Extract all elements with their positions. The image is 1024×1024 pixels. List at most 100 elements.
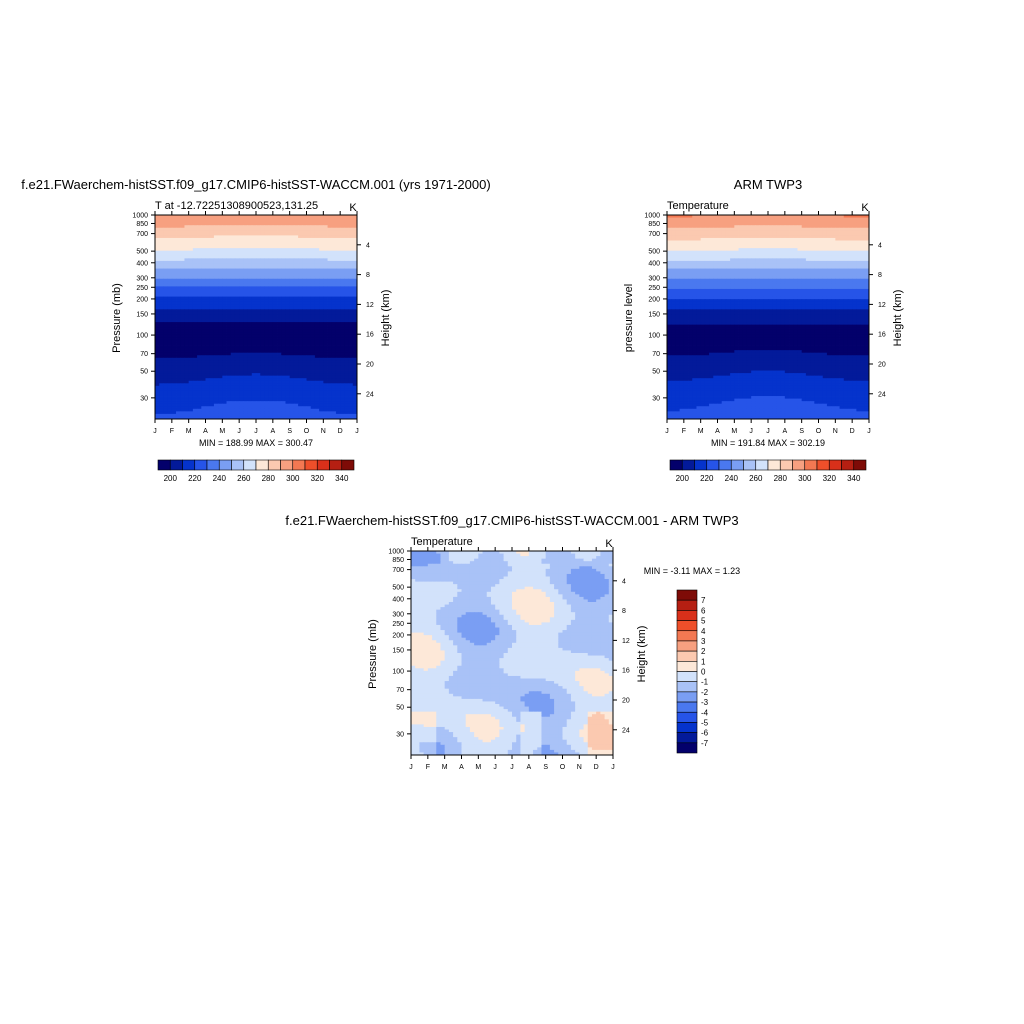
contour-cell — [251, 355, 257, 359]
contour-cell — [289, 390, 295, 394]
contour-cell — [234, 390, 240, 394]
contour-cell — [247, 416, 253, 420]
contour-cell — [285, 245, 291, 249]
contour-cell — [180, 278, 185, 282]
contour-cell — [188, 360, 194, 364]
contour-cell — [264, 378, 270, 382]
contour-cell — [289, 383, 295, 387]
contour-cell — [260, 357, 265, 361]
contour-cell — [293, 217, 299, 221]
contour-cell — [826, 255, 832, 259]
contour-cell — [352, 360, 358, 364]
contour-cell — [768, 237, 773, 241]
contour-cell — [776, 230, 782, 234]
contour-cell — [272, 220, 278, 224]
contour-cell — [277, 373, 282, 377]
contour-cell — [289, 324, 295, 328]
contour-cell — [268, 398, 274, 402]
contour-cell — [805, 243, 811, 246]
contour-cell — [285, 278, 291, 282]
contour-cell — [205, 357, 211, 361]
contour-cell — [218, 337, 223, 341]
contour-cell — [730, 268, 735, 272]
contour-cell — [285, 283, 291, 287]
colorbar-tick-label: 240 — [213, 474, 227, 483]
contour-cell — [331, 352, 337, 356]
contour-cell — [188, 332, 194, 336]
contour-cell — [197, 355, 202, 359]
contour-cell — [314, 327, 320, 331]
contour-cell — [213, 357, 219, 361]
contour-cell — [344, 383, 349, 387]
contour-cell — [331, 319, 337, 323]
contour-cell — [222, 373, 227, 377]
contour-cell — [331, 314, 337, 318]
contour-cell — [671, 255, 676, 259]
contour-cell — [751, 258, 756, 262]
contour-cell — [171, 317, 177, 320]
contour-cell — [319, 253, 324, 257]
contour-cell — [188, 380, 194, 384]
contour-cell — [163, 360, 169, 364]
contour-cell — [209, 350, 215, 354]
contour-cell — [226, 368, 232, 371]
contour-cell — [188, 217, 194, 221]
panel-model-plot-area: J F M A M J J A S O N D J305070100150200250300400500… — [132, 211, 374, 435]
contour-cell — [251, 268, 257, 272]
contour-cell — [751, 217, 756, 221]
contour-cell — [860, 222, 866, 226]
contour-cell — [793, 220, 798, 224]
contour-cell — [277, 288, 282, 292]
contour-cell — [306, 248, 312, 252]
contour-cell — [327, 240, 333, 244]
contour-cell — [155, 299, 160, 303]
contour-cell — [155, 370, 160, 374]
contour-cell — [176, 271, 181, 275]
contour-cell — [335, 334, 341, 338]
contour-cell — [230, 411, 236, 415]
contour-cell — [268, 243, 274, 246]
contour-cell — [184, 222, 190, 226]
contour-cell — [213, 253, 219, 257]
contour-cell — [239, 337, 244, 341]
contour-cell — [272, 362, 278, 366]
contour-cell — [155, 329, 160, 333]
contour-cell — [319, 304, 324, 308]
contour-cell — [222, 217, 227, 221]
contour-cell — [247, 299, 253, 303]
contour-cell — [725, 268, 731, 272]
contour-cell — [243, 291, 248, 295]
contour-cell — [176, 332, 181, 336]
contour-cell — [327, 260, 333, 264]
contour-cell — [298, 245, 303, 249]
contour-cell — [251, 232, 257, 236]
contour-cell — [293, 360, 299, 364]
contour-cell — [344, 368, 349, 371]
contour-cell — [730, 248, 735, 252]
contour-cell — [298, 253, 303, 257]
contour-cell — [344, 403, 349, 407]
contour-cell — [327, 332, 333, 336]
contour-cell — [688, 260, 693, 264]
x-tick-label: F — [170, 428, 174, 435]
contour-cell — [188, 393, 194, 397]
contour-cell — [285, 273, 291, 277]
contour-cell — [230, 237, 236, 241]
contour-cell — [751, 220, 756, 224]
contour-cell — [234, 245, 240, 249]
contour-cell — [805, 230, 811, 234]
contour-cell — [184, 373, 190, 377]
contour-cell — [293, 215, 299, 218]
contour-cell — [268, 317, 274, 320]
contour-cell — [213, 250, 219, 254]
contour-cell — [256, 317, 261, 320]
contour-cell — [847, 235, 853, 239]
contour-cell — [789, 240, 794, 244]
contour-cell — [310, 250, 316, 254]
contour-cell — [213, 347, 219, 351]
contour-cell — [180, 401, 185, 405]
contour-cell — [222, 390, 227, 394]
contour-cell — [348, 319, 354, 323]
contour-cell — [272, 378, 278, 382]
contour-cell — [243, 390, 248, 394]
